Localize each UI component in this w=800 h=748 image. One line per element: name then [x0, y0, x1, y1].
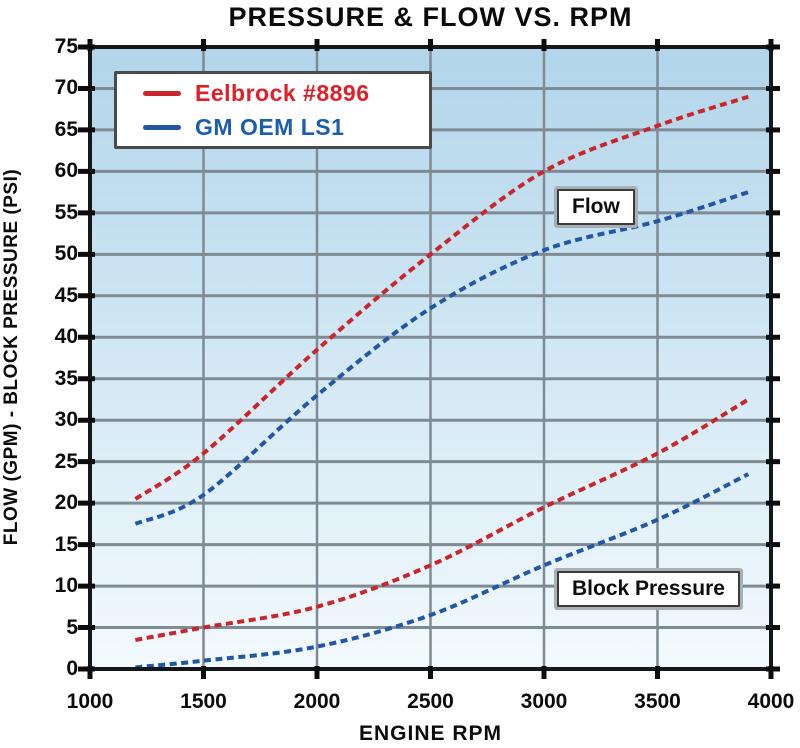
y-tick-label: 15 — [54, 532, 78, 556]
y-tick-label: 60 — [54, 159, 78, 183]
y-tick-label: 40 — [54, 325, 78, 349]
y-tick-label: 10 — [54, 574, 78, 598]
y-tick-label: 55 — [54, 200, 78, 224]
y-tick-label: 25 — [54, 449, 78, 473]
x-tick-label: 1000 — [66, 690, 114, 713]
y-tick-label: 35 — [54, 366, 78, 390]
series-block-pressure — [135, 397, 750, 642]
series-flow — [134, 190, 749, 526]
y-tick-label: 5 — [66, 615, 78, 639]
series-flow — [134, 94, 749, 501]
x-tick-label: 3000 — [520, 690, 568, 713]
y-tick-label: 0 — [66, 657, 78, 680]
x-tick-label: 2500 — [407, 690, 454, 713]
series-block-pressure — [135, 472, 750, 670]
y-tick-label: 70 — [54, 76, 78, 100]
blue-line-swatch-icon — [143, 124, 181, 130]
y-tick-label: 20 — [54, 491, 78, 515]
chart-title: PRESSURE & FLOW VS. RPM — [228, 2, 633, 32]
x-tick-label: 2000 — [293, 690, 341, 713]
legend-item-gm: GM OEM LS1 — [143, 114, 429, 141]
x-axis-title: ENGINE RPM — [358, 722, 502, 745]
block-pressure-annotation: Block Pressure — [557, 571, 740, 607]
x-tick-label: 3500 — [634, 690, 681, 713]
legend-item-eelbrock: Eelbrock #8896 — [143, 80, 429, 107]
y-tick-label: 65 — [54, 117, 78, 141]
x-tick-label: 4000 — [747, 690, 795, 713]
y-tick-label: 75 — [54, 35, 78, 58]
plot-area — [78, 39, 780, 679]
y-tick-label: 50 — [54, 242, 78, 266]
red-line-swatch-icon — [143, 90, 181, 96]
flow-annotation: Flow — [557, 189, 635, 225]
legend-label-gm: GM OEM LS1 — [195, 113, 345, 140]
legend-box: Eelbrock #8896 GM OEM LS1 — [114, 71, 432, 149]
y-tick-label: 30 — [54, 408, 78, 432]
y-tick-label: 45 — [54, 283, 78, 307]
legend-label-eelbrock: Eelbrock #8896 — [195, 79, 370, 106]
x-tick-label: 1500 — [180, 690, 227, 713]
